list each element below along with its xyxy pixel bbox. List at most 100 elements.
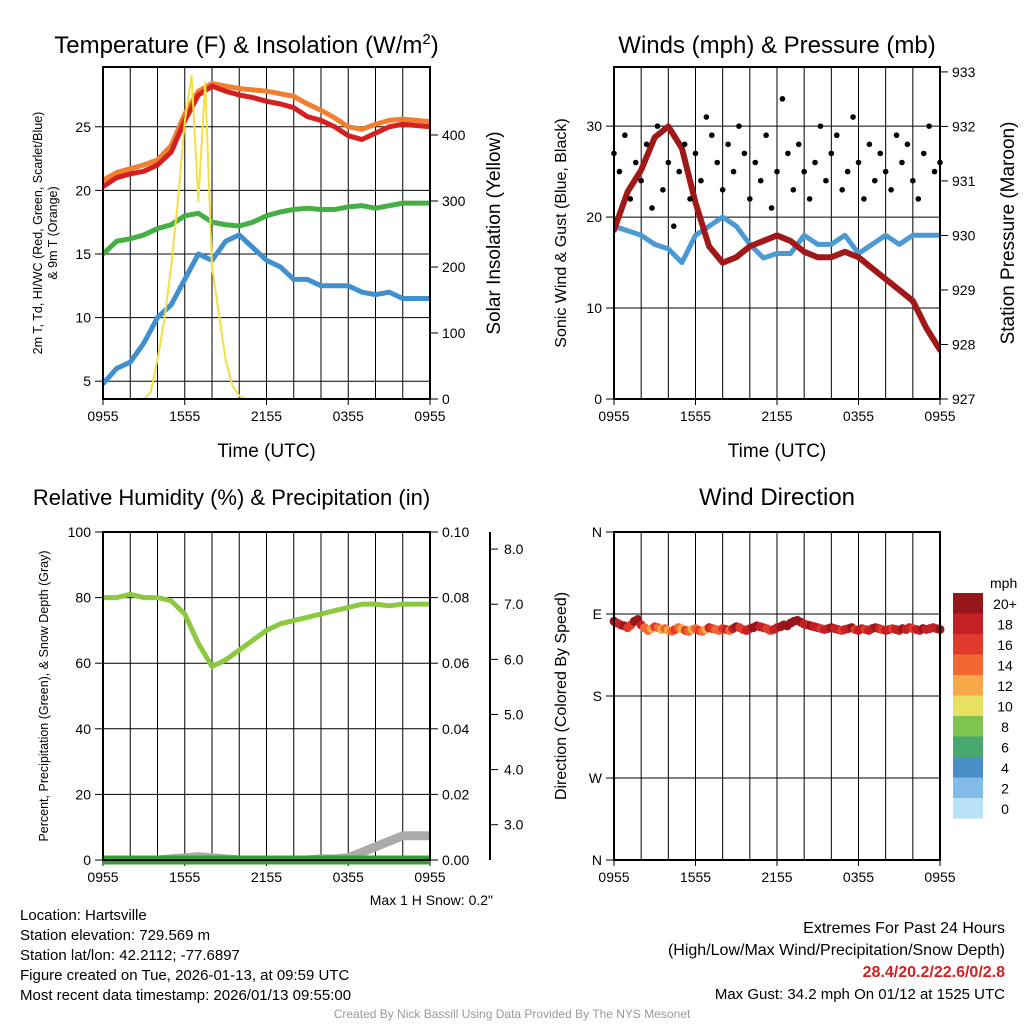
legend-label: 12	[997, 678, 1013, 694]
y2-tick-label: 930	[952, 227, 976, 243]
location: Location: Hartsville	[20, 907, 147, 924]
legend-label: 8	[1001, 719, 1009, 735]
series-td	[103, 200, 430, 257]
legend-swatch	[953, 675, 983, 696]
x-tick-label: 0955	[598, 408, 629, 424]
legend-swatch	[953, 736, 983, 757]
gust-point	[703, 114, 710, 120]
x-tick-label: 0955	[598, 869, 629, 885]
legend-label: 6	[1001, 740, 1009, 756]
x-tick-label: 2155	[761, 869, 792, 885]
series-rh	[103, 591, 430, 669]
gust-point	[850, 114, 856, 120]
gust-point	[779, 96, 786, 102]
gust-point	[920, 150, 927, 157]
y-tick-label: 80	[75, 590, 91, 606]
plot-frame	[613, 66, 941, 400]
gust-point	[833, 132, 840, 139]
series-2m-t	[103, 83, 430, 190]
gust-point	[844, 168, 851, 175]
legend-label: 14	[997, 658, 1013, 674]
x-tick-label: 0355	[333, 869, 364, 885]
x-tick-label: 1555	[680, 869, 711, 885]
gust-point	[823, 177, 829, 184]
y3-tick-label: 7.0	[504, 596, 524, 612]
x-tick-label: 0355	[843, 869, 874, 885]
legend-label: 0	[1001, 801, 1009, 817]
y2-tick-label: 200	[442, 259, 466, 275]
gust-point	[910, 177, 916, 184]
y3-tick-label: 3.0	[504, 817, 524, 833]
gust-point	[817, 123, 824, 129]
gust-point	[795, 141, 802, 148]
x-tick-label: 0355	[843, 408, 874, 424]
y-tick-label: N	[592, 524, 602, 540]
x-tick-label: 1555	[680, 408, 711, 424]
gust-point	[790, 186, 797, 193]
x-tick-label: 2155	[251, 869, 282, 885]
y2-axis-label: Station Pressure (Maroon)	[998, 122, 1019, 345]
gust-point	[638, 177, 644, 184]
gust-point	[709, 132, 715, 139]
gust-point	[654, 123, 661, 129]
y-tick-label: 60	[75, 655, 91, 671]
gust-point	[670, 223, 677, 229]
y-tick-label: 15	[75, 246, 91, 262]
y-tick-label: 20	[75, 182, 91, 198]
y2-tick-label: 300	[442, 193, 466, 209]
x-tick-label: 2155	[251, 408, 282, 424]
y-tick-label: E	[593, 606, 602, 622]
x-tick-label: 1555	[169, 869, 200, 885]
gust-point	[828, 150, 835, 157]
x-tick-label: 0355	[333, 408, 364, 424]
gust-point	[643, 141, 650, 148]
y2-tick-label: 0.04	[442, 721, 469, 737]
gust-point	[931, 168, 938, 175]
elevation: Station elevation: 729.569 m	[20, 927, 211, 944]
legend-label: 18	[997, 617, 1013, 633]
x-tick-label: 0955	[414, 869, 445, 885]
y2-tick-label: 0.08	[442, 590, 469, 606]
legend-label: 20+	[993, 596, 1017, 612]
gust-point	[660, 186, 666, 193]
gust-point	[888, 186, 894, 193]
legend-swatch	[953, 757, 983, 778]
gust-point	[632, 159, 639, 166]
gust-point	[882, 168, 889, 175]
legend-label: 16	[997, 637, 1013, 653]
extremes-subtitle: (High/Low/Max Wind/Precipitation/Snow De…	[667, 942, 1005, 959]
gust-point	[768, 205, 775, 211]
legend-title: mph	[990, 575, 1017, 591]
extremes-values: 28.4/20.2/22.6/0/2.8	[862, 964, 1005, 981]
gust-point	[714, 159, 721, 166]
y3-tick-label: 5.0	[504, 706, 524, 722]
gust-point	[681, 141, 688, 148]
latlon: Station lat/lon: 42.2112; -77.6897	[20, 947, 240, 964]
y-tick-label: 25	[75, 119, 91, 135]
gust-point	[915, 196, 922, 202]
y2-tick-label: 0.06	[442, 655, 469, 671]
gust-point	[801, 168, 807, 175]
gust-point	[747, 196, 753, 202]
series-pressure	[614, 123, 940, 353]
gust-point	[763, 132, 769, 139]
gust-point	[866, 141, 873, 148]
gust-point	[736, 123, 742, 129]
y2-tick-label: 927	[952, 391, 976, 407]
y-axis-label: Direction (Colored By Speed)	[553, 592, 570, 800]
x-axis-label: Time (UTC)	[217, 441, 316, 462]
y-axis-label: 2m T, Td, HI/WC (Red, Green, Scarlet/Blu…	[31, 112, 45, 355]
y3-tick-label: 4.0	[504, 762, 524, 778]
chart-title: Temperature (F) & Insolation (W/m2)	[54, 31, 438, 59]
legend-label: 4	[1001, 760, 1009, 776]
gust-point	[861, 196, 867, 202]
gust-point	[665, 159, 672, 166]
series-9m-t	[103, 81, 430, 183]
y-tick-label: 5	[83, 373, 91, 389]
recent-timestamp: Most recent data timestamp: 2026/01/13 0…	[20, 987, 352, 1004]
y-tick-label: 100	[68, 524, 92, 540]
legend-swatch	[953, 613, 983, 634]
gust-point	[872, 177, 878, 184]
y2-tick-label: 100	[442, 325, 466, 341]
y-tick-label: 20	[75, 786, 91, 802]
